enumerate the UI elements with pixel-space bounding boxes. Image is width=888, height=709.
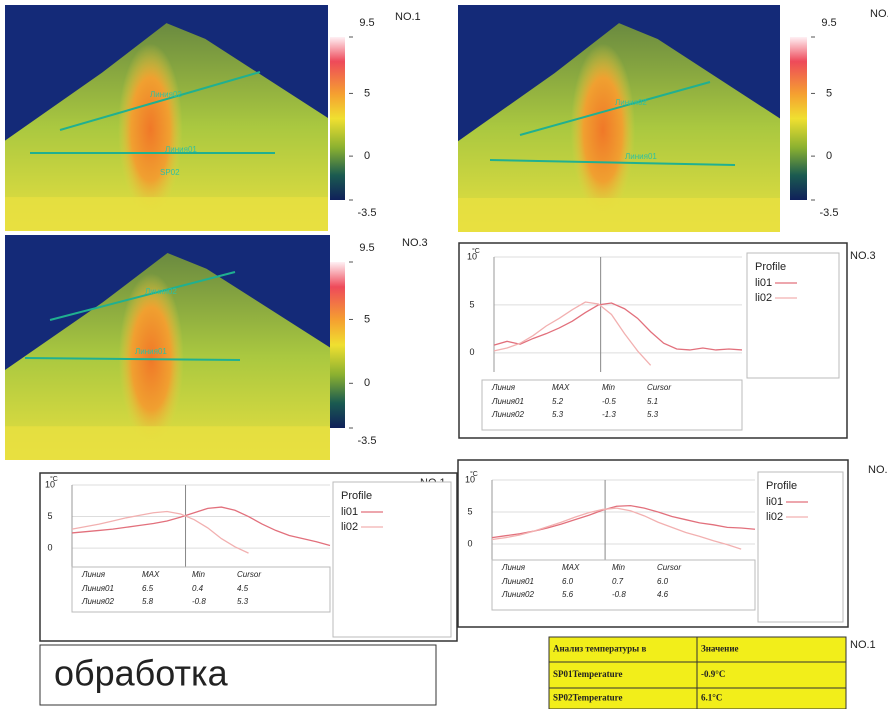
legend-title: Profile bbox=[755, 261, 786, 273]
table-header: MAX bbox=[552, 383, 570, 392]
unit-label: °C bbox=[50, 475, 58, 483]
table-cell: 5.2 bbox=[552, 397, 564, 406]
legend-entry: li01 bbox=[755, 277, 772, 289]
unit-label: °C bbox=[472, 247, 480, 255]
table-header: Cursor bbox=[237, 570, 261, 579]
table-header: Min bbox=[602, 383, 615, 392]
chart-label: NO.3 bbox=[850, 250, 876, 262]
table-cell: 0.7 bbox=[612, 577, 624, 586]
unit-label: °C bbox=[470, 470, 478, 478]
table-cell: 4.6 bbox=[657, 590, 669, 599]
summary-cell: 6.1°C bbox=[701, 693, 722, 703]
y-tick-label: 0 bbox=[47, 542, 52, 552]
colorbar-label: 0 bbox=[364, 150, 370, 162]
legend-entry: li02 bbox=[766, 511, 783, 523]
colorbar-label: 0 bbox=[826, 150, 832, 162]
marker-label: Линия02 bbox=[145, 287, 177, 296]
colorbar-label: 9.5 bbox=[359, 242, 374, 254]
marker-label: Линия02 bbox=[150, 90, 182, 99]
image-label: NO.3 bbox=[402, 237, 428, 249]
legend-entry: li02 bbox=[755, 292, 772, 304]
colorbar-label: 9.5 bbox=[821, 17, 836, 29]
legend-entry: li01 bbox=[341, 506, 358, 518]
y-tick-label: 5 bbox=[467, 506, 472, 516]
summary-cell: -0.9°C bbox=[701, 669, 725, 679]
table-header: Min bbox=[192, 570, 205, 579]
table-cell: 4.5 bbox=[237, 584, 249, 593]
summary-cell: Анализ температуры в bbox=[553, 644, 646, 654]
marker-label: Линия02 bbox=[615, 98, 647, 107]
colorbar-label: 5 bbox=[826, 87, 832, 99]
table-cell: 5.1 bbox=[647, 397, 658, 406]
marker-label: Линия01 bbox=[135, 347, 167, 356]
y-tick-label: 5 bbox=[469, 299, 474, 309]
colorbar bbox=[330, 37, 345, 200]
table-cell: 6.0 bbox=[562, 577, 574, 586]
legend-entry: li02 bbox=[341, 521, 358, 533]
table-cell: Линия02 bbox=[491, 410, 525, 419]
marker-label: Линия01 bbox=[625, 152, 657, 161]
colorbar bbox=[330, 262, 345, 428]
table-cell: Линия01 bbox=[81, 584, 114, 593]
table-header: Min bbox=[612, 563, 625, 572]
colorbar-label: 5 bbox=[364, 313, 370, 325]
colorbar-label: 9.5 bbox=[359, 17, 374, 29]
legend-title: Profile bbox=[766, 480, 797, 492]
table-cell: 5.3 bbox=[647, 410, 659, 419]
table-header: Cursor bbox=[647, 383, 671, 392]
table-cell: 5.8 bbox=[142, 597, 154, 606]
table-cell: Линия02 bbox=[81, 597, 115, 606]
table-cell: 5.6 bbox=[562, 590, 574, 599]
colorbar-label: 0 bbox=[364, 377, 370, 389]
colorbar bbox=[790, 37, 807, 200]
table-cell: -0.5 bbox=[602, 397, 616, 406]
table-cell: 6.5 bbox=[142, 584, 154, 593]
table-header: MAX bbox=[142, 570, 160, 579]
y-tick-label: 5 bbox=[47, 511, 52, 521]
table-cell: Линия01 bbox=[501, 577, 534, 586]
colorbar-label: 5 bbox=[364, 87, 370, 99]
summary-label: NO.1 bbox=[850, 639, 876, 651]
table-cell: 6.0 bbox=[657, 577, 669, 586]
table-cell: 5.3 bbox=[237, 597, 249, 606]
colorbar-label: -3.5 bbox=[358, 435, 377, 447]
plume bbox=[118, 43, 183, 215]
legend-box bbox=[758, 472, 843, 622]
summary-cell: SP02Temperature bbox=[553, 693, 623, 703]
legend-entry: li01 bbox=[766, 496, 783, 508]
plume bbox=[571, 44, 635, 217]
ground bbox=[5, 197, 328, 231]
chart-label: NO.2 bbox=[868, 464, 888, 476]
summary-cell: Значение bbox=[701, 644, 739, 654]
table-cell: 0.4 bbox=[192, 584, 204, 593]
image-label: NO.2 bbox=[870, 8, 888, 20]
table-cell: -0.8 bbox=[192, 597, 206, 606]
summary-cell: SP01Temperature bbox=[553, 669, 623, 679]
colorbar-label: -3.5 bbox=[820, 207, 839, 219]
marker-label: SP02 bbox=[160, 168, 180, 177]
table-header: Cursor bbox=[657, 563, 681, 572]
ground bbox=[5, 426, 330, 460]
y-tick-label: 0 bbox=[469, 347, 474, 357]
ground bbox=[458, 198, 780, 232]
table-cell: Линия02 bbox=[501, 590, 535, 599]
table-cell: -0.8 bbox=[612, 590, 626, 599]
table-header: Линия bbox=[491, 383, 516, 392]
image-label: NO.1 bbox=[395, 11, 421, 23]
marker-label: Линия01 bbox=[165, 145, 197, 154]
caption: обработка bbox=[54, 653, 229, 694]
legend-title: Profile bbox=[341, 490, 372, 502]
table-cell: 5.3 bbox=[552, 410, 564, 419]
table-header: MAX bbox=[562, 563, 580, 572]
table-header: Линия bbox=[501, 563, 526, 572]
table-cell: -1.3 bbox=[602, 410, 616, 419]
colorbar-label: -3.5 bbox=[358, 207, 377, 219]
table-header: Линия bbox=[81, 570, 106, 579]
screen: обработка Линия02 Линия01 SP02 NO.1 9.5 5 0 -3.… bbox=[0, 0, 888, 709]
y-tick-label: 0 bbox=[467, 538, 472, 548]
table-cell: Линия01 bbox=[491, 397, 524, 406]
